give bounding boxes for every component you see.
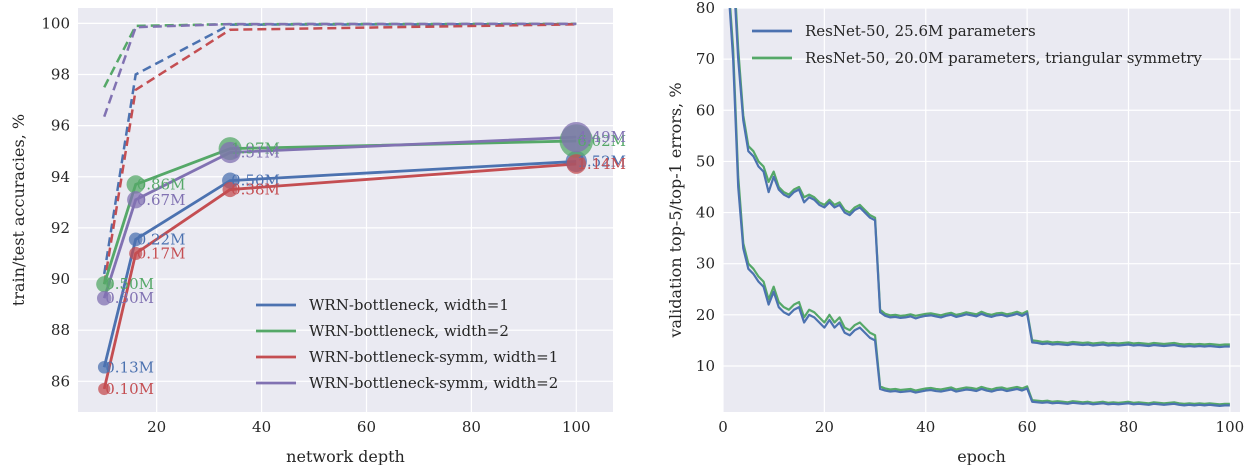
right-y-tick-label: 80 <box>696 0 715 17</box>
left-y-tick-label: 96 <box>51 117 70 135</box>
right-series-group <box>728 8 1230 407</box>
test-line-3 <box>102 162 577 390</box>
test-point-marker <box>222 181 238 198</box>
left-chart-panel: 20 40 60 80 100 86 88 90 92 94 96 98 100 network dept… <box>9 8 626 465</box>
left-y-tick-label: 86 <box>51 372 70 390</box>
right-y-tick-label: 50 <box>696 152 715 170</box>
right-y-tick-label: 70 <box>696 50 715 68</box>
series-2-top1-line <box>734 8 1230 347</box>
test-point-marker <box>561 122 592 153</box>
param-count-label: 1.52M <box>577 152 626 170</box>
right-y-tick-label: 20 <box>696 306 715 324</box>
param-count-label: 0.22M <box>137 230 186 248</box>
right-x-tick-label: 80 <box>1119 418 1138 436</box>
left-x-tick-label: 60 <box>357 418 376 436</box>
test-line-4 <box>102 135 577 299</box>
param-count-label: 0.17M <box>137 244 186 262</box>
param-count-label: 1.51M <box>231 143 280 161</box>
right-y-tick-label: 60 <box>696 101 715 119</box>
param-count-label: 0.30M <box>105 289 154 307</box>
left-y-tick-label: 90 <box>51 270 70 288</box>
param-count-label: 0.50M <box>231 172 280 190</box>
series-1-top5-line <box>728 8 1230 407</box>
right-legend-label: ResNet-50, 25.6M parameters <box>805 22 1036 40</box>
series-1-top1-line <box>734 8 1230 349</box>
param-count-label: 1.14M <box>577 155 626 173</box>
left-x-tick-label: 40 <box>252 418 271 436</box>
right-plot-area <box>723 8 1240 412</box>
right-x-tick-label: 20 <box>815 418 834 436</box>
test-point-marker <box>98 382 111 396</box>
left-legend-label: WRN-bottleneck, width=2 <box>309 322 509 340</box>
test-point-marker <box>219 141 241 164</box>
left-legend-label: WRN-bottleneck-symm, width=2 <box>309 374 558 392</box>
left-x-tick-label: 20 <box>147 418 166 436</box>
test-point-marker <box>96 276 113 293</box>
test-point-marker <box>128 232 143 247</box>
train-line-4 <box>103 22 577 118</box>
param-count-label: 0.67M <box>137 191 186 209</box>
param-count-label: 6.02M <box>577 132 626 150</box>
left-x-tick-label: 80 <box>462 418 481 436</box>
param-count-label: 1.97M <box>231 140 280 158</box>
right-y-axis-label: validation top-5/top-1 errors, % <box>666 82 685 338</box>
right-x-tick-label: 40 <box>916 418 935 436</box>
param-count-label: 0.38M <box>231 181 280 199</box>
test-point-marker <box>129 246 143 261</box>
test-point-marker <box>97 360 111 374</box>
left-legend-label: WRN-bottleneck, width=1 <box>309 296 509 314</box>
test-point-marker <box>96 290 112 306</box>
right-x-tick-label: 0 <box>718 418 728 436</box>
param-count-label: 4.49M <box>577 128 626 146</box>
left-y-tick-label: 88 <box>51 321 70 339</box>
left-y-tick-label: 98 <box>51 65 70 83</box>
right-chart-panel: 0 20 40 60 80 100 10 20 30 40 50 60 70 80 epoch validat… <box>666 0 1244 465</box>
left-y-tick-label: 94 <box>51 168 70 186</box>
param-count-label: 0.13M <box>105 358 154 376</box>
right-y-tick-label: 10 <box>696 357 715 375</box>
left-legend-label: WRN-bottleneck-symm, width=1 <box>309 348 558 366</box>
series-2-top5-line <box>729 8 1230 406</box>
right-y-tick-label: 30 <box>696 255 715 273</box>
param-count-label: 0.10M <box>105 380 154 398</box>
param-count-label: 0.86M <box>137 175 186 193</box>
test-point-marker <box>126 175 145 194</box>
left-plot-area <box>78 8 613 412</box>
right-x-axis-label: epoch <box>957 447 1006 465</box>
right-legend-label: ResNet-50, 20.0M parameters, triangular … <box>805 49 1202 67</box>
test-point-marker <box>566 154 587 174</box>
left-x-axis-label: network depth <box>286 447 405 465</box>
param-count-label: 0.50M <box>105 275 154 293</box>
right-x-tick-label: 60 <box>1018 418 1037 436</box>
test-line-1 <box>102 160 577 368</box>
left-y-tick-label: 92 <box>51 219 70 237</box>
right-y-tick-label: 40 <box>696 204 715 222</box>
left-y-axis-label: train/test accuracies, % <box>9 114 28 306</box>
right-x-tick-label: 100 <box>1216 418 1245 436</box>
left-y-tick-label: 100 <box>41 14 70 32</box>
left-x-tick-label: 100 <box>562 418 591 436</box>
test-point-marker <box>127 191 145 209</box>
train-line-3 <box>102 23 577 285</box>
